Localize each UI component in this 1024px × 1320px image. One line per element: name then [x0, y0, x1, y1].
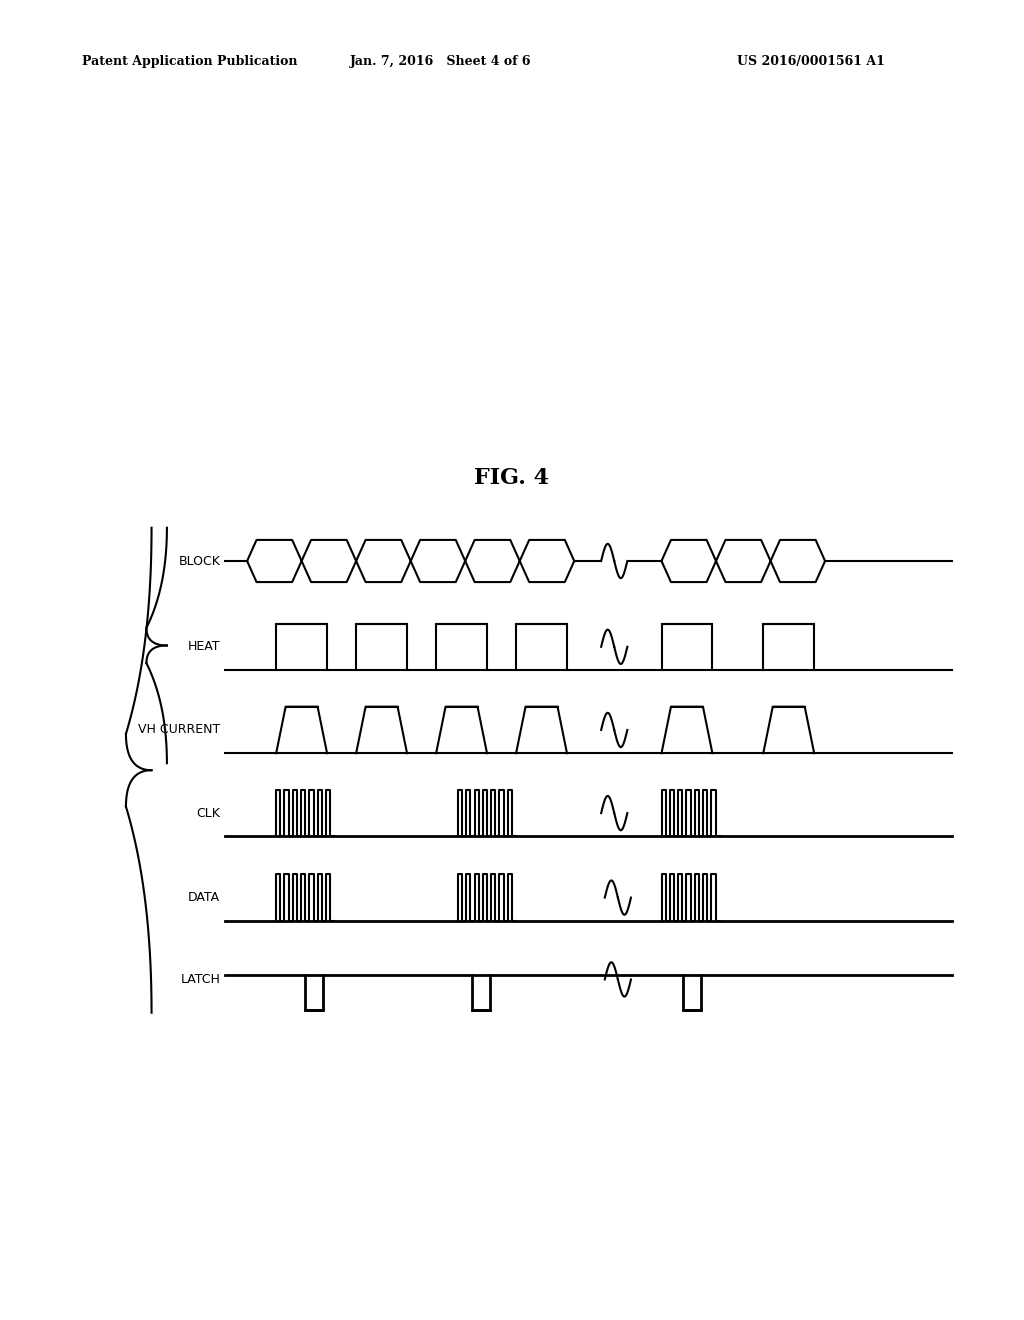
- Text: LATCH: LATCH: [180, 973, 220, 986]
- Text: HEAT: HEAT: [187, 640, 220, 653]
- Text: Jan. 7, 2016   Sheet 4 of 6: Jan. 7, 2016 Sheet 4 of 6: [349, 55, 531, 69]
- Text: DATA: DATA: [188, 891, 220, 904]
- Text: VH CURRENT: VH CURRENT: [138, 723, 220, 737]
- Text: US 2016/0001561 A1: US 2016/0001561 A1: [737, 55, 885, 69]
- Text: BLOCK: BLOCK: [178, 554, 220, 568]
- Text: Patent Application Publication: Patent Application Publication: [82, 55, 297, 69]
- Text: CLK: CLK: [197, 807, 220, 820]
- Text: FIG. 4: FIG. 4: [474, 467, 550, 488]
